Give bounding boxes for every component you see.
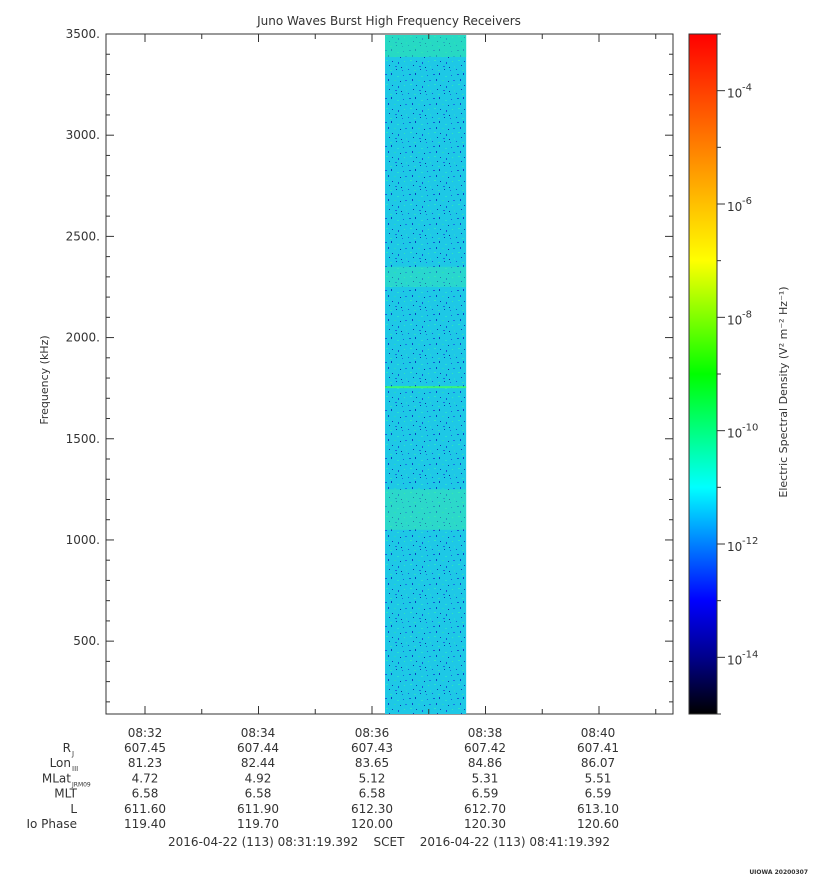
ephemeris-value: 6.58: [359, 787, 386, 801]
y-tick-label: 3000.: [66, 128, 100, 142]
ephemeris-value: 6.58: [132, 787, 159, 801]
ephemeris-value: 607.41: [577, 741, 619, 755]
burst-band: [385, 35, 467, 57]
ephemeris-value: 6.58: [245, 787, 272, 801]
x-axis: 08:32 08:34 08:36 08:38 08:40: [128, 34, 657, 740]
colorbar-tick-exp: -14: [742, 649, 758, 660]
ephemeris-value: 607.43: [351, 741, 393, 755]
y-axis-label: Frequency (kHz): [38, 335, 51, 424]
ephemeris-label: R: [63, 741, 71, 755]
burst-band: [385, 489, 467, 530]
ephemeris-label: Lon: [50, 756, 71, 770]
ephemeris-value: 119.40: [124, 817, 166, 831]
ephemeris-value: 5.51: [585, 771, 612, 785]
ephemeris-value: 82.44: [241, 756, 275, 770]
colorbar: [688, 33, 718, 715]
colorbar-tick-exp: -8: [742, 309, 752, 320]
credit-stamp: UIOWA 20200307: [749, 869, 808, 876]
colorbar-tick-label: 10: [727, 540, 742, 554]
colorbar-tick-exp: -6: [742, 196, 752, 207]
ephemeris-value: 120.60: [577, 817, 619, 831]
y-tick-label: 3500.: [66, 27, 100, 41]
colorbar-label: Electric Spectral Density (V² m⁻² Hz⁻¹): [777, 286, 790, 497]
ephemeris-value: 84.86: [468, 756, 502, 770]
ephemeris-value: 613.10: [577, 802, 619, 816]
ephemeris-value: 607.44: [237, 741, 279, 755]
ephemeris-value: 81.23: [128, 756, 162, 770]
y-tick-label: 2500.: [66, 229, 100, 243]
colorbar-tick-exp: -12: [742, 536, 758, 547]
y-tick-label: 2000.: [66, 331, 100, 345]
colorbar-tick-exp: -10: [742, 423, 758, 434]
ephemeris-value: 120.30: [464, 817, 506, 831]
ephemeris-label: Io Phase: [26, 817, 77, 831]
colorbar-tick-label: 10: [727, 427, 742, 441]
ephemeris-value: 86.07: [581, 756, 615, 770]
time-range: 2016-04-22 (113) 08:31:19.392 SCET 2016-…: [168, 835, 610, 849]
ephemeris-label-subscript: J: [71, 750, 74, 758]
x-tick-label: 08:32: [128, 726, 163, 740]
ephemeris-value: 612.30: [351, 802, 393, 816]
chart-title: Juno Waves Burst High Frequency Receiver…: [256, 14, 521, 28]
ephemeris-value: 4.72: [132, 771, 159, 785]
y-tick-label: 500.: [73, 634, 100, 648]
ephemeris-value: 607.42: [464, 741, 506, 755]
ephemeris-label: MLT: [54, 787, 77, 801]
ephemeris-value: 6.59: [585, 787, 612, 801]
ephemeris-value: 83.65: [355, 756, 389, 770]
ephemeris-label: MLat: [42, 771, 71, 785]
ephemeris-value: 120.00: [351, 817, 393, 831]
x-tick-label: 08:34: [241, 726, 276, 740]
x-tick-label: 08:38: [468, 726, 503, 740]
ephemeris-value: 5.12: [359, 771, 386, 785]
ephemeris-value: 607.45: [124, 741, 166, 755]
ephemeris-label-subscript: III: [72, 765, 78, 773]
burst-band: [385, 266, 467, 287]
ephemeris-value: 611.90: [237, 802, 279, 816]
colorbar-tick-exp: -4: [742, 83, 752, 94]
ephemeris-value: 612.70: [464, 802, 506, 816]
y-tick-label: 1500.: [66, 432, 100, 446]
colorbar-tick-label: 10: [727, 87, 742, 101]
colorbar-tick-label: 10: [727, 200, 742, 214]
ephemeris-value: 6.59: [472, 787, 499, 801]
x-tick-label: 08:40: [581, 726, 616, 740]
y-axis: 500. 1000. 1500. 2000. 2500. 3000. 3500.: [66, 27, 673, 703]
ephemeris-value: 611.60: [124, 802, 166, 816]
ephemeris-value: 119.70: [237, 817, 279, 831]
ephemeris-label: L: [70, 802, 77, 816]
burst-column: [385, 35, 467, 714]
burst-line: [385, 386, 467, 389]
bursts-layer: [385, 35, 467, 714]
ephemeris-value: 4.92: [245, 771, 272, 785]
colorbar-tick-label: 10: [727, 653, 742, 667]
y-tick-label: 1000.: [66, 533, 100, 547]
ephemeris-table: R J 607.45 607.44 607.43 607.42 607.41 Lon III 81…: [26, 741, 619, 831]
colorbar-tick-label: 10: [727, 313, 742, 327]
ephemeris-label-subscript: JRM09: [71, 781, 91, 788]
ephemeris-value: 5.31: [472, 771, 499, 785]
x-tick-label: 08:36: [355, 726, 390, 740]
